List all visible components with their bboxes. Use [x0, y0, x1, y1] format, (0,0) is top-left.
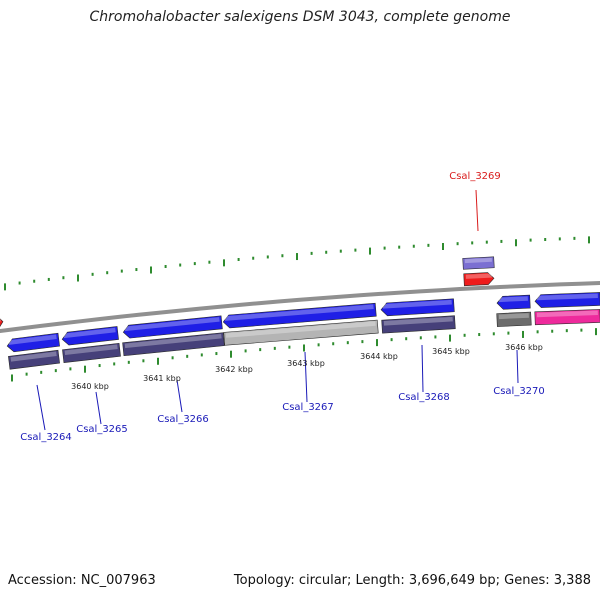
gene-label-csal-3270[interactable]: Csal_3270 — [493, 386, 545, 397]
leader-line — [475, 189, 479, 232]
cog-bar-4[interactable] — [223, 319, 379, 346]
leader-line — [304, 351, 308, 403]
cog-bar-7[interactable] — [534, 309, 600, 326]
leader-line — [95, 391, 102, 425]
scale-label: 3645 kbp — [432, 347, 470, 356]
genome-backbone — [0, 281, 600, 333]
cog-bar-6[interactable] — [496, 311, 532, 327]
genome-backbone-line — [0, 281, 600, 333]
scale-ticks — [4, 236, 597, 382]
edge-arrow[interactable] — [0, 317, 4, 328]
cds-arrow-1[interactable] — [6, 332, 60, 353]
cog-bar-1[interactable] — [8, 349, 60, 370]
scale-label: 3646 kbp — [505, 343, 543, 352]
cds-arrow-5[interactable] — [380, 298, 455, 317]
cds-arrow-6[interactable] — [496, 294, 531, 310]
page-title: Chromohalobacter salexigens DSM 3043, co… — [89, 9, 511, 25]
rna-cog-bar[interactable] — [462, 256, 495, 270]
gene-label-csal-3265[interactable]: Csal_3265 — [76, 424, 128, 435]
gene-label-csal-3269[interactable]: Csal_3269 — [449, 171, 501, 182]
leader-line — [176, 379, 183, 413]
label-leader-lines — [36, 189, 519, 431]
genome-stats: Topology: circular; Length: 3,696,649 bp… — [233, 573, 591, 588]
gene-label-csal-3267[interactable]: Csal_3267 — [282, 402, 334, 413]
scale-label: 3641 kbp — [143, 374, 181, 383]
cds-arrow-7[interactable] — [534, 292, 600, 308]
cog-bar-5[interactable] — [381, 315, 456, 334]
gene-label-csal-3268[interactable]: Csal_3268 — [398, 392, 450, 403]
scale-label: 3642 kbp — [215, 365, 253, 374]
scale-label: 3640 kbp — [71, 382, 109, 391]
gene-label-csal-3264[interactable]: Csal_3264 — [20, 432, 72, 443]
cds-arrow-3[interactable] — [122, 315, 223, 339]
rna-arrow-csal-3269[interactable] — [463, 272, 495, 287]
cog-bar-2[interactable] — [62, 342, 121, 363]
cog-bar-3[interactable] — [122, 332, 225, 357]
leader-line — [36, 384, 46, 431]
cds-arrow-4[interactable] — [222, 302, 377, 329]
accession-label: Accession: NC_007963 — [8, 573, 156, 588]
labels: Csal_3264 Csal_3265 Csal_3266 Csal_3267 Csal… — [20, 171, 545, 443]
scale-label: 3643 kbp — [287, 359, 325, 368]
leader-line — [421, 344, 424, 393]
gene-features[interactable] — [0, 256, 600, 370]
cds-arrow-2[interactable] — [61, 326, 119, 346]
leader-line — [516, 349, 519, 384]
gene-label-csal-3266[interactable]: Csal_3266 — [157, 414, 209, 425]
scale-label: 3644 kbp — [360, 352, 398, 361]
